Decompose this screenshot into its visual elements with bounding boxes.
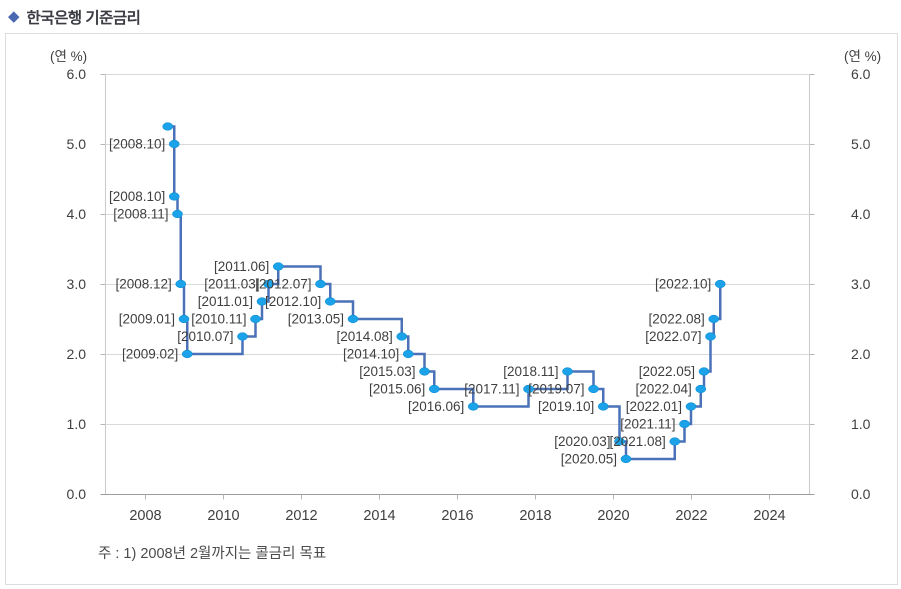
- data-point-marker: [562, 367, 573, 376]
- rate-step-line: [166, 125, 722, 461]
- data-point-label: [2009.01]: [119, 312, 175, 327]
- data-point-marker: [256, 297, 268, 306]
- y-axis-label-left: 3.0: [67, 276, 87, 292]
- y-axis-label-right: 3.0: [851, 276, 871, 292]
- data-point-marker: [172, 209, 183, 219]
- data-point-label: [2014.10]: [343, 347, 399, 362]
- data-point-label: [2021.11]: [620, 417, 675, 432]
- data-point-marker: [708, 314, 720, 324]
- data-point-label: [2022.05]: [639, 364, 695, 379]
- x-axis-label: 2024: [753, 508, 785, 524]
- data-point-label: [2009.02]: [122, 347, 178, 362]
- data-point-label: [2022.04]: [635, 382, 691, 397]
- data-point-label: [2019.07]: [528, 382, 584, 397]
- data-point-label: [2011.01]: [198, 294, 253, 309]
- data-point-marker: [698, 367, 710, 376]
- x-axis-label: 2020: [597, 508, 629, 524]
- x-axis-label: 2016: [441, 508, 473, 524]
- chart-note: 주 : 1) 2008년 2월까지는 콜금리 목표: [98, 545, 326, 562]
- data-point-marker: [181, 349, 193, 359]
- diamond-icon: ◆: [8, 7, 20, 25]
- data-point-label: [2022.01]: [626, 399, 682, 414]
- y-axis-label-left: 4.0: [67, 206, 87, 222]
- data-point-label: [2008.10]: [109, 189, 165, 204]
- data-point-marker: [162, 122, 174, 131]
- chart-header: ◆ 한국은행 기준금리: [8, 6, 141, 28]
- data-point-marker: [620, 454, 632, 464]
- y-axis-label-left: 6.0: [67, 66, 87, 82]
- data-point-label: [2020.03]: [554, 434, 610, 449]
- data-point-label: [2018.11]: [503, 364, 558, 379]
- x-axis-label: 2022: [675, 508, 707, 524]
- data-point-marker: [705, 332, 716, 341]
- data-point-marker: [428, 384, 440, 394]
- y-axis-label-right: 2.0: [851, 346, 871, 362]
- data-point-label: [2010.07]: [177, 329, 233, 344]
- data-point-label: [2014.08]: [336, 329, 392, 344]
- data-point-label: [2015.03]: [359, 364, 415, 379]
- unit-label-left: (연 %): [50, 49, 87, 64]
- data-point-label: [2012.10]: [265, 294, 321, 309]
- data-point-label: [2008.10]: [109, 137, 165, 152]
- y-axis-label-right: 4.0: [851, 206, 871, 222]
- data-point-marker: [324, 297, 336, 306]
- y-axis-label-left: 5.0: [67, 136, 87, 152]
- y-axis-label-right: 0.0: [851, 486, 871, 502]
- data-point-marker: [175, 279, 187, 289]
- y-axis-label-left: 2.0: [67, 346, 87, 362]
- data-point-label: [2022.10]: [655, 277, 711, 292]
- data-point-marker: [669, 437, 681, 446]
- data-point-marker: [396, 332, 408, 341]
- data-point-marker: [402, 349, 414, 359]
- data-point-marker: [168, 192, 180, 201]
- data-point-label: [2010.11]: [191, 312, 246, 327]
- data-point-marker: [597, 402, 609, 411]
- chart-panel: 0.0 0.0 1.0 1.0 2.0 2.0 3.0 3.0 4.0 4.0 5.0 5.0 6.0 6…: [5, 33, 898, 585]
- data-point-marker: [250, 314, 261, 324]
- y-axis-label-right: 5.0: [851, 136, 871, 152]
- y-axis-label-right: 1.0: [851, 416, 871, 432]
- data-point-marker: [237, 332, 248, 341]
- data-point-label: [2008.11]: [113, 207, 168, 222]
- data-point-marker: [679, 419, 690, 429]
- data-point-label: [2020.05]: [561, 452, 617, 467]
- x-axis-label: 2018: [519, 508, 551, 524]
- data-point-marker: [695, 384, 707, 394]
- data-point-marker: [178, 314, 190, 324]
- data-point-marker: [685, 402, 697, 411]
- data-point-marker: [467, 402, 479, 411]
- y-axis-label-left: 1.0: [67, 416, 87, 432]
- data-point-label: [2011.06]: [214, 259, 269, 274]
- data-point-label: [2017.11]: [464, 382, 519, 397]
- data-point-marker: [523, 384, 534, 394]
- data-point-label: [2013.05]: [288, 312, 344, 327]
- data-point-marker: [168, 139, 180, 149]
- data-point-label: [2008.12]: [115, 277, 171, 292]
- x-axis-label: 2008: [129, 508, 161, 524]
- data-point-marker: [263, 279, 274, 289]
- data-point-label: [2021.08]: [609, 434, 665, 449]
- page-title: 한국은행 기준금리: [26, 10, 141, 27]
- data-point-label: [2022.07]: [645, 329, 701, 344]
- data-point-marker: [419, 367, 430, 376]
- data-point-marker: [588, 384, 599, 394]
- x-axis-label: 2014: [363, 508, 395, 524]
- y-axis-label-right: 6.0: [851, 66, 871, 82]
- unit-label-right: (연 %): [844, 49, 881, 64]
- data-point-label: [2011.03]: [204, 277, 259, 292]
- x-axis-label: 2012: [285, 508, 317, 524]
- data-point-marker: [614, 437, 625, 446]
- data-point-marker: [272, 262, 284, 271]
- data-point-marker: [315, 279, 326, 289]
- data-point-label: [2012.07]: [255, 277, 311, 292]
- base-rate-step-chart: 0.0 0.0 1.0 1.0 2.0 2.0 3.0 3.0 4.0 4.0 5.0 5.0 6.0 6…: [50, 49, 881, 562]
- y-axis-label-left: 0.0: [67, 486, 87, 502]
- data-point-label: [2016.06]: [408, 399, 464, 414]
- x-axis-label: 2010: [207, 508, 239, 524]
- data-point-marker: [714, 279, 726, 289]
- data-point-label: [2019.10]: [538, 399, 594, 414]
- data-point-label: [2015.06]: [369, 382, 425, 397]
- data-point-label: [2022.08]: [648, 312, 704, 327]
- data-point-marker: [347, 314, 359, 324]
